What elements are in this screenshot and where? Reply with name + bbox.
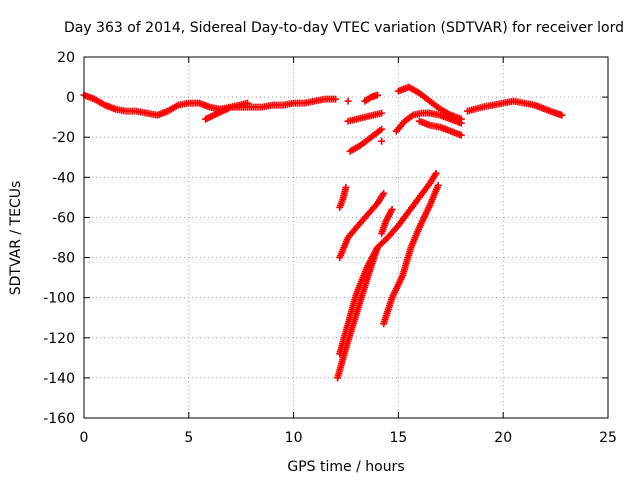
y-tick-label: -40 (52, 170, 75, 186)
x-tick-label: 10 (285, 430, 303, 446)
y-tick-label: -80 (52, 251, 75, 267)
series-arc-main-2 (202, 99, 251, 123)
y-tick-label: 0 (66, 90, 75, 106)
x-tick-label: 0 (80, 430, 89, 446)
axis-ticks: 0 5 10 15 20 25 20 0 -20 -40 -60 -80 -100 -120 -140 -16… (43, 50, 617, 446)
y-tick-label: -60 (52, 210, 75, 226)
y-tick-label: 20 (57, 50, 75, 66)
chart-title: Day 363 of 2014, Sidereal Day-to-day VTE… (64, 20, 624, 36)
series-deep-d (336, 169, 440, 358)
grid-lines (84, 57, 608, 418)
plot-frame (83, 56, 609, 419)
x-axis-label: GPS time / hours (287, 459, 404, 475)
x-tick-label: 20 (494, 430, 512, 446)
data-points (80, 83, 566, 382)
series-deep-f (380, 181, 442, 328)
series-deep-a (336, 183, 350, 211)
y-tick-label: -100 (43, 291, 75, 307)
series-deep-b (336, 189, 388, 262)
series-iso-1 (378, 137, 386, 145)
y-tick-label: -20 (52, 130, 75, 146)
x-tick-label: 5 (184, 430, 193, 446)
series-arc-16h-c (415, 117, 465, 139)
series-arc-12h-c (346, 125, 386, 155)
y-axis-label: SDTVAR / TECUs (8, 181, 24, 296)
series-arc-15h-a (394, 83, 465, 123)
series-arc-12h-b (361, 91, 381, 105)
series-deep-e (378, 205, 396, 237)
series-arc-late (464, 97, 566, 119)
y-tick-label: -120 (43, 331, 75, 347)
y-tick-label: -160 (43, 411, 75, 427)
x-tick-label: 25 (599, 430, 617, 446)
y-tick-label: -140 (43, 371, 75, 387)
series-arc-main-1 (80, 91, 340, 119)
x-tick-label: 15 (389, 430, 407, 446)
series-deep-c (334, 244, 381, 382)
series-arc-12h-a (344, 109, 386, 125)
series-iso-2 (344, 97, 352, 105)
series-arc-15h-b (392, 109, 465, 135)
